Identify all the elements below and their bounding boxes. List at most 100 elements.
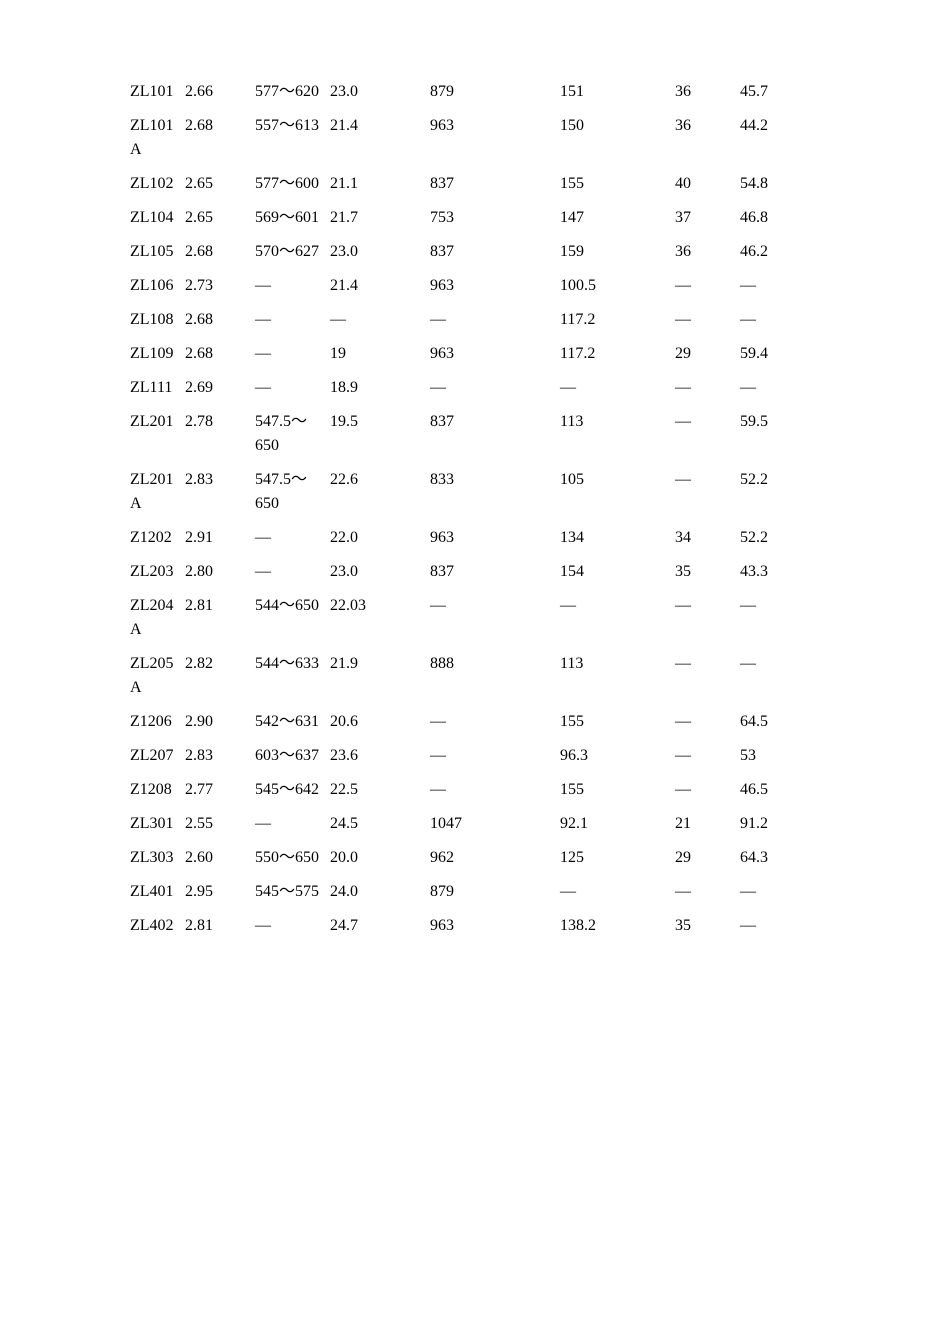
cell-v3: — (560, 880, 675, 904)
table-row: ZL3032.60550～65020.09621252964.3 (130, 846, 840, 870)
cell-label: ZL102 (130, 172, 185, 196)
cell-v4: — (675, 880, 740, 904)
cell-v5: — (740, 376, 800, 400)
cell-v1: 23.6 (330, 744, 430, 768)
cell-melt: 544～633 (255, 652, 330, 676)
cell-v3: 105 (560, 468, 675, 492)
cell-v1: 21.7 (330, 206, 430, 230)
cell-ratio: 2.60 (185, 846, 255, 870)
cell-v2: 833 (430, 468, 560, 492)
cell-v4: — (675, 744, 740, 768)
cell-melt: 542～631 (255, 710, 330, 734)
cell-v4: 34 (675, 526, 740, 550)
cell-v3: 155 (560, 778, 675, 802)
cell-v4: 29 (675, 846, 740, 870)
cell-v1: 24.5 (330, 812, 430, 836)
cell-v3: 117.2 (560, 342, 675, 366)
cell-v3: 113 (560, 410, 675, 434)
table-row: ZL1042.65569～60121.77531473746.8 (130, 206, 840, 230)
cell-v4: — (675, 468, 740, 492)
cell-melt: 577～600 (255, 172, 330, 196)
cell-v4: — (675, 410, 740, 434)
cell-v2: — (430, 710, 560, 734)
cell-v1: 23.0 (330, 560, 430, 584)
cell-melt: — (255, 914, 330, 938)
cell-ratio: 2.69 (185, 376, 255, 400)
table-row: ZL1052.68570～62723.08371593646.2 (130, 240, 840, 264)
cell-ratio: 2.68 (185, 240, 255, 264)
table-row: ZL1022.65577～60021.18371554054.8 (130, 172, 840, 196)
cell-v4: — (675, 594, 740, 618)
cell-v4: 36 (675, 80, 740, 104)
table-row: ZL205A2.82544～63321.9888113—— (130, 652, 840, 700)
cell-v3: 159 (560, 240, 675, 264)
table-row: ZL2072.83603～63723.6—96.3—53 (130, 744, 840, 768)
cell-v5: — (740, 274, 800, 298)
cell-v1: 24.7 (330, 914, 430, 938)
cell-v4: — (675, 376, 740, 400)
cell-melt: 550～650 (255, 846, 330, 870)
cell-v1: 22.5 (330, 778, 430, 802)
cell-v4: 40 (675, 172, 740, 196)
cell-v4: — (675, 274, 740, 298)
cell-ratio: 2.77 (185, 778, 255, 802)
table-row: Z12082.77545～64222.5—155—46.5 (130, 778, 840, 802)
cell-ratio: 2.82 (185, 652, 255, 676)
cell-ratio: 2.81 (185, 914, 255, 938)
cell-v3: — (560, 594, 675, 618)
cell-v3: 150 (560, 114, 675, 138)
cell-v1: 21.9 (330, 652, 430, 676)
cell-ratio: 2.80 (185, 560, 255, 584)
cell-v1: 22.03 (330, 594, 430, 618)
table-row: ZL3012.55—24.5104792.12191.2 (130, 812, 840, 836)
cell-v2: 837 (430, 560, 560, 584)
cell-ratio: 2.55 (185, 812, 255, 836)
cell-v3: 151 (560, 80, 675, 104)
cell-v4: 29 (675, 342, 740, 366)
cell-label: ZL109 (130, 342, 185, 366)
cell-label: ZL203 (130, 560, 185, 584)
cell-label: ZL201A (130, 468, 185, 516)
table-row: ZL4012.95545～57524.0879——— (130, 880, 840, 904)
cell-label: ZL111 (130, 376, 185, 400)
cell-label: ZL301 (130, 812, 185, 836)
cell-ratio: 2.91 (185, 526, 255, 550)
cell-ratio: 2.90 (185, 710, 255, 734)
cell-v1: 22.0 (330, 526, 430, 550)
cell-label: ZL101A (130, 114, 185, 162)
cell-v4: — (675, 652, 740, 676)
cell-v3: 155 (560, 710, 675, 734)
cell-v3: 117.2 (560, 308, 675, 332)
cell-ratio: 2.73 (185, 274, 255, 298)
cell-label: Z1208 (130, 778, 185, 802)
cell-label: ZL207 (130, 744, 185, 768)
cell-v3: 125 (560, 846, 675, 870)
cell-v5: — (740, 880, 800, 904)
cell-v2: 879 (430, 80, 560, 104)
cell-ratio: 2.81 (185, 594, 255, 618)
cell-v2: — (430, 376, 560, 400)
cell-v2: 963 (430, 342, 560, 366)
cell-v5: 59.4 (740, 342, 800, 366)
cell-v1: 21.4 (330, 114, 430, 138)
cell-ratio: 2.66 (185, 80, 255, 104)
cell-v1: 24.0 (330, 880, 430, 904)
cell-label: ZL401 (130, 880, 185, 904)
cell-v5: — (740, 308, 800, 332)
cell-v5: 54.8 (740, 172, 800, 196)
material-properties-table: ZL1012.66577～62023.08791513645.7ZL101A2.… (130, 80, 840, 938)
cell-v5: — (740, 652, 800, 676)
cell-v1: 23.0 (330, 80, 430, 104)
table-row: Z12022.91—22.09631343452.2 (130, 526, 840, 550)
cell-v5: 64.3 (740, 846, 800, 870)
cell-ratio: 2.68 (185, 308, 255, 332)
cell-v1: 23.0 (330, 240, 430, 264)
cell-melt: 544～650 (255, 594, 330, 618)
cell-v5: 46.2 (740, 240, 800, 264)
cell-ratio: 2.65 (185, 172, 255, 196)
cell-label: ZL303 (130, 846, 185, 870)
cell-melt: 545～642 (255, 778, 330, 802)
cell-ratio: 2.68 (185, 342, 255, 366)
cell-v2: — (430, 744, 560, 768)
cell-melt: 577～620 (255, 80, 330, 104)
